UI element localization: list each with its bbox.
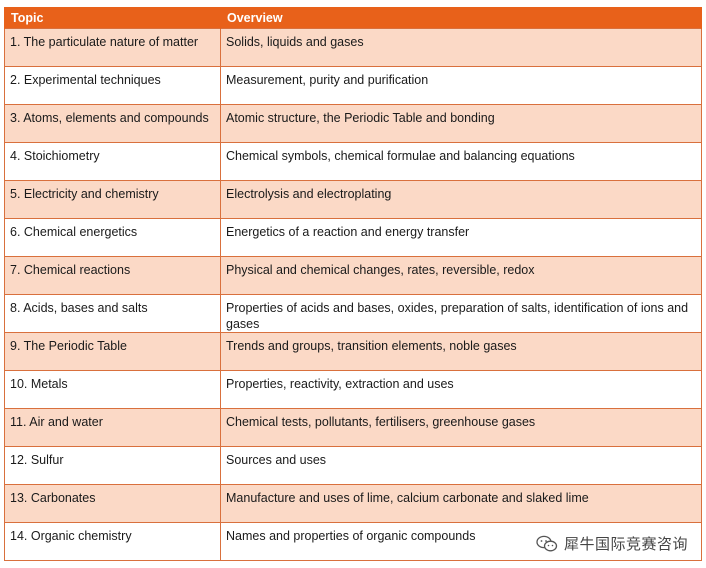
table-row: 4. Stoichiometry Chemical symbols, chemi… — [4, 141, 702, 181]
overview-cell: Manufacture and uses of lime, calcium ca… — [220, 483, 702, 523]
table-row: 12. Sulfur Sources and uses — [4, 445, 702, 485]
overview-cell: Sources and uses — [220, 445, 702, 485]
topic-cell: 5. Electricity and chemistry — [4, 179, 221, 219]
wechat-icon — [536, 535, 558, 553]
table-row: 10. Metals Properties, reactivity, extra… — [4, 369, 702, 409]
overview-cell: Properties, reactivity, extraction and u… — [220, 369, 702, 409]
topic-cell: 8. Acids, bases and salts — [4, 293, 221, 333]
overview-cell: Electrolysis and electroplating — [220, 179, 702, 219]
topic-cell: 2. Experimental techniques — [4, 65, 221, 105]
table-row: 2. Experimental techniques Measurement, … — [4, 65, 702, 105]
table-header-row: Topic Overview — [4, 7, 702, 28]
table-row: 9. The Periodic Table Trends and groups,… — [4, 331, 702, 371]
topic-cell: 14. Organic chemistry — [4, 521, 221, 561]
watermark-text: 犀牛国际竞赛咨询 — [563, 535, 688, 553]
topic-cell: 7. Chemical reactions — [4, 255, 221, 295]
overview-cell: Atomic structure, the Periodic Table and… — [220, 103, 702, 143]
table-row: 6. Chemical energetics Energetics of a r… — [4, 217, 702, 257]
table-row: 5. Electricity and chemistry Electrolysi… — [4, 179, 702, 219]
overview-cell: Solids, liquids and gases — [220, 27, 702, 67]
topic-cell: 3. Atoms, elements and compounds — [4, 103, 221, 143]
topic-cell: 13. Carbonates — [4, 483, 221, 523]
table-row: 14. Organic chemistry Names and properti… — [4, 521, 702, 561]
overview-cell: Names and properties of organic compound… — [220, 521, 702, 561]
overview-cell: Energetics of a reaction and energy tran… — [220, 217, 702, 257]
overview-cell: Properties of acids and bases, oxides, p… — [220, 293, 702, 333]
topic-cell: 9. The Periodic Table — [4, 331, 221, 371]
topic-cell: 10. Metals — [4, 369, 221, 409]
overview-cell: Trends and groups, transition elements, … — [220, 331, 702, 371]
table-row: 11. Air and water Chemical tests, pollut… — [4, 407, 702, 447]
watermark: 犀牛国际竞赛咨询 — [536, 533, 688, 554]
topic-cell: 4. Stoichiometry — [4, 141, 221, 181]
table-row: 8. Acids, bases and salts Properties of … — [4, 293, 702, 333]
overview-cell: Chemical symbols, chemical formulae and … — [220, 141, 702, 181]
topic-cell: 1. The particulate nature of matter — [4, 27, 221, 67]
table-row: 1. The particulate nature of matter Soli… — [4, 27, 702, 67]
header-overview: Overview — [220, 7, 702, 28]
overview-cell: Chemical tests, pollutants, fertilisers,… — [220, 407, 702, 447]
topics-table: Topic Overview 1. The particulate nature… — [4, 7, 702, 561]
topics-table-container: Topic Overview 1. The particulate nature… — [4, 7, 702, 561]
topic-cell: 12. Sulfur — [4, 445, 221, 485]
topic-cell: 11. Air and water — [4, 407, 221, 447]
header-topic: Topic — [4, 7, 221, 28]
overview-cell: Physical and chemical changes, rates, re… — [220, 255, 702, 295]
overview-cell: Measurement, purity and purification — [220, 65, 702, 105]
table-row: 13. Carbonates Manufacture and uses of l… — [4, 483, 702, 523]
table-row: 7. Chemical reactions Physical and chemi… — [4, 255, 702, 295]
table-row: 3. Atoms, elements and compounds Atomic … — [4, 103, 702, 143]
topic-cell: 6. Chemical energetics — [4, 217, 221, 257]
